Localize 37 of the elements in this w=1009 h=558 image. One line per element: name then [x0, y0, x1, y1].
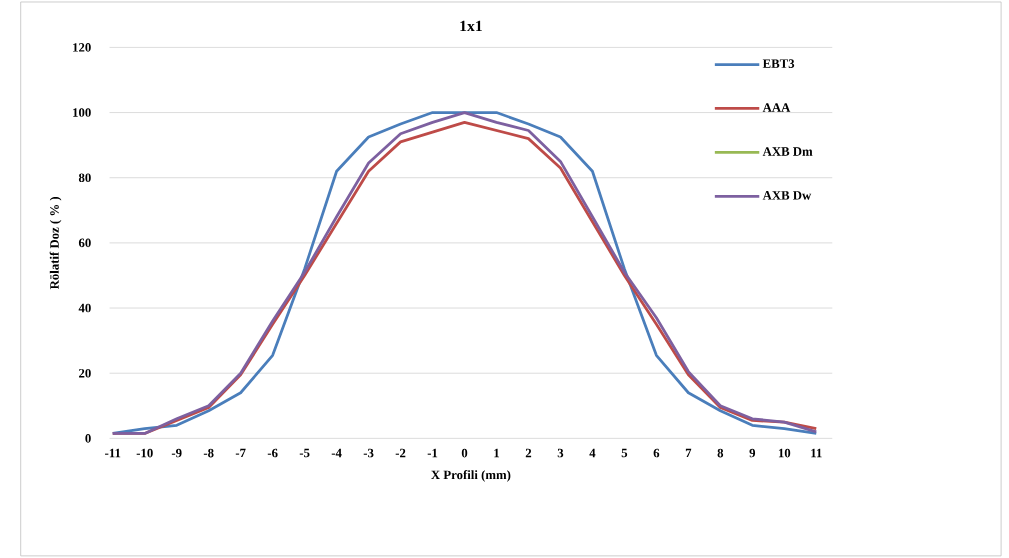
- x-tick-label: 8: [717, 448, 724, 458]
- x-tick-label: 3: [557, 448, 564, 458]
- x-tick-label: -8: [203, 448, 214, 458]
- x-tick-label: 6: [653, 448, 660, 458]
- x-tick-label: 0: [461, 448, 468, 458]
- x-tick-label: -3: [363, 448, 374, 458]
- x-tick-label: -7: [235, 448, 246, 458]
- x-tick-label: 4: [589, 448, 596, 458]
- legend-label: AAA: [762, 103, 791, 112]
- x-tick-label: 5: [621, 448, 628, 458]
- x-tick-label: -10: [136, 448, 153, 458]
- x-tick-label: -9: [171, 448, 182, 458]
- x-tick-label: -2: [395, 448, 406, 458]
- legend-label: EBT3: [762, 59, 795, 69]
- y-tick-label: 120: [73, 43, 91, 52]
- x-tick-label: 2: [525, 448, 532, 458]
- y-tick-label: 100: [73, 108, 91, 117]
- x-tick-label: -11: [105, 448, 121, 458]
- y-tick-label: 80: [78, 173, 91, 183]
- x-tick-label: 1: [494, 448, 500, 458]
- y-tick-label: 0: [85, 434, 91, 443]
- x-tick-label: 11: [811, 448, 822, 458]
- y-tick-label: 40: [78, 303, 91, 313]
- legend-label: AXB Dw: [762, 191, 812, 200]
- x-tick-label: 7: [685, 448, 692, 458]
- x-tick-label: -6: [267, 448, 278, 458]
- x-tick-label: -5: [299, 448, 310, 458]
- y-tick-label: 60: [78, 238, 91, 248]
- x-tick-label: 9: [749, 448, 756, 458]
- x-tick-label: -4: [331, 448, 342, 458]
- chart-title: 1x1: [460, 20, 482, 32]
- y-tick-label: 20: [79, 368, 91, 378]
- y-axis-title: Rölatif Doz ( % ): [49, 197, 62, 290]
- x-axis-title: X Profili (mm): [431, 470, 511, 482]
- x-tick-label: 10: [778, 448, 791, 458]
- legend-label: AXB Dm: [762, 147, 813, 156]
- x-tick-label: -1: [427, 448, 438, 458]
